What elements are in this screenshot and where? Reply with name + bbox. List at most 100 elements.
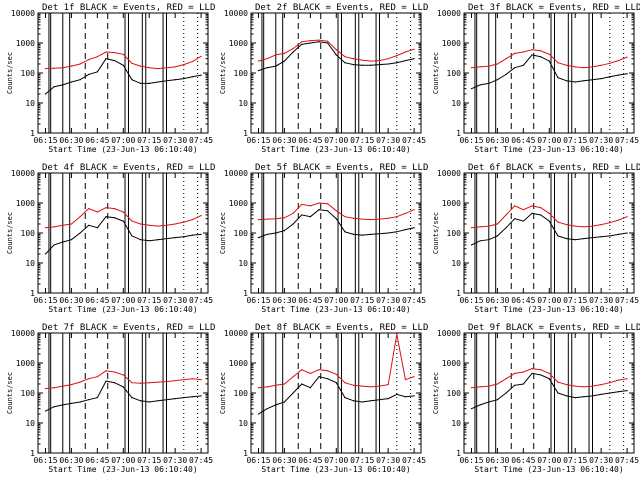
data-point xyxy=(62,84,64,86)
x-tick-label: 07:45 xyxy=(615,296,639,305)
x-tick-label: 06:15 xyxy=(459,456,483,465)
y-tick-label: 10000 xyxy=(437,329,461,338)
y-axis-label: Counts/sec xyxy=(432,52,440,94)
data-point xyxy=(413,395,415,397)
data-point xyxy=(488,82,490,85)
series-line-red xyxy=(258,39,415,62)
y-tick-label: 100 xyxy=(447,229,462,238)
panel-title: Det 5f BLACK = Events, RED = LLD xyxy=(255,163,428,173)
data-point xyxy=(183,397,185,399)
data-point xyxy=(531,368,533,370)
data-point xyxy=(548,220,550,222)
x-tick-label: 06:30 xyxy=(59,296,83,305)
y-tick-label: 1 xyxy=(456,129,461,138)
data-point xyxy=(266,386,268,388)
data-point xyxy=(531,205,533,207)
data-point xyxy=(531,372,533,375)
data-point xyxy=(44,68,47,70)
data-point xyxy=(62,67,64,69)
data-point xyxy=(600,384,602,386)
x-tick-label: 07:45 xyxy=(615,136,639,145)
data-point xyxy=(387,398,389,400)
data-point xyxy=(609,382,611,384)
data-point xyxy=(540,374,542,376)
data-point xyxy=(522,220,524,222)
data-point xyxy=(335,54,337,56)
data-point xyxy=(396,216,398,218)
data-point xyxy=(617,391,620,393)
x-tick-label: 07:45 xyxy=(402,456,426,465)
y-tick-label: 1000 xyxy=(229,359,248,368)
data-point xyxy=(191,396,194,398)
y-axis-label: Counts/sec xyxy=(219,372,227,414)
panel-title: Det 8f BLACK = Events, RED = LLD xyxy=(255,323,428,333)
data-point xyxy=(344,56,346,58)
plot-frame xyxy=(250,332,422,454)
data-point xyxy=(105,207,107,209)
data-point xyxy=(626,378,628,380)
x-tick-label: 07:00 xyxy=(324,456,348,465)
plot-frame xyxy=(37,172,209,294)
x-axis-label: Start Time (23-Jun-13 06:10:40) xyxy=(474,145,623,154)
data-point xyxy=(318,41,320,43)
data-point xyxy=(257,218,260,221)
x-tick-label: 07:30 xyxy=(589,456,613,465)
data-point xyxy=(370,60,372,62)
data-point xyxy=(361,401,363,403)
x-tick-label: 06:45 xyxy=(511,296,535,305)
data-point xyxy=(96,56,98,58)
y-tick-label: 1 xyxy=(456,289,461,298)
data-point xyxy=(283,217,286,219)
data-point xyxy=(583,80,585,82)
data-point xyxy=(574,239,576,241)
y-tick-label: 10000 xyxy=(437,169,461,178)
data-point xyxy=(557,77,559,79)
data-point xyxy=(404,228,407,231)
data-point xyxy=(283,60,286,62)
data-point xyxy=(105,58,107,60)
data-point xyxy=(361,385,363,387)
data-point xyxy=(540,369,542,371)
data-point xyxy=(352,384,355,386)
data-point xyxy=(139,65,142,67)
data-point xyxy=(191,234,194,236)
data-point xyxy=(105,51,107,53)
data-point xyxy=(600,236,602,238)
data-point xyxy=(413,48,415,50)
data-point xyxy=(157,225,159,227)
y-tick-label: 1 xyxy=(30,449,35,458)
data-point xyxy=(157,400,159,402)
data-point xyxy=(557,381,559,383)
data-point xyxy=(626,73,628,75)
data-point xyxy=(88,399,90,401)
x-tick-label: 06:30 xyxy=(485,296,509,305)
data-point xyxy=(44,93,47,95)
data-point xyxy=(200,215,202,217)
data-point xyxy=(378,233,381,235)
y-tick-label: 10000 xyxy=(11,9,35,18)
data-point xyxy=(70,81,73,83)
data-point xyxy=(53,226,55,228)
data-point xyxy=(266,408,268,410)
x-tick-label: 07:45 xyxy=(402,296,426,305)
data-point xyxy=(301,203,303,205)
x-tick-label: 07:15 xyxy=(563,456,587,465)
data-point xyxy=(565,238,568,240)
panel-7: Det 7f BLACK = Events, RED = LLD 1 10 100 10… xyxy=(6,323,215,474)
x-tick-label: 07:00 xyxy=(324,136,348,145)
x-tick-label: 07:00 xyxy=(111,456,135,465)
data-point xyxy=(404,396,407,398)
x-tick-label: 07:00 xyxy=(324,296,348,305)
data-point xyxy=(283,401,286,403)
y-tick-label: 10 xyxy=(25,259,35,268)
y-tick-label: 10 xyxy=(238,99,248,108)
data-point xyxy=(514,205,516,207)
data-point xyxy=(79,63,81,65)
data-point xyxy=(335,210,337,212)
y-tick-label: 100 xyxy=(234,389,249,398)
data-point xyxy=(396,393,398,395)
data-point xyxy=(157,381,159,383)
data-point xyxy=(557,392,559,394)
data-point xyxy=(139,223,142,225)
